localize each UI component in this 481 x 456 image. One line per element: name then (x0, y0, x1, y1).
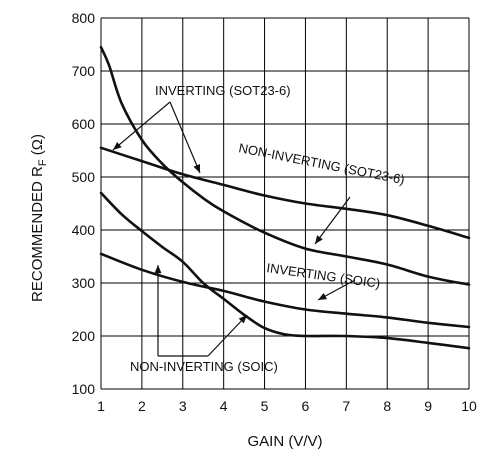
series-line-inverting-soic (99, 252, 471, 329)
arrow-noninverting-soic-right-head (238, 315, 247, 324)
y-tick-label: 700 (72, 63, 96, 79)
arrow-inverting-sot23-right-head (193, 164, 200, 173)
annotation-inverting-sot23: INVERTING (SOT23-6) (155, 83, 291, 98)
y-tick-labels: 100 200 300 400 500 600 700 800 (72, 10, 96, 397)
arrow-noninverting-soic-left-head (154, 265, 162, 274)
y-tick-label: 100 (72, 381, 96, 397)
x-tick-label: 6 (302, 398, 310, 414)
grid (100, 17, 470, 390)
arrow-noninverting-sot23-head (315, 235, 323, 244)
x-tick-label: 2 (138, 398, 146, 414)
x-tick-label: 1 (97, 398, 105, 414)
arrow-inverting-sot23-right (169, 101, 201, 174)
x-tick-label: 5 (261, 398, 269, 414)
x-tick-label: 7 (342, 398, 350, 414)
y-tick-label: 500 (72, 169, 96, 185)
arrow-inverting-sot23-left-head (113, 142, 122, 150)
annotation-inverting-soic: INVERTING (SOIC) (266, 260, 382, 291)
x-tick-label: 10 (461, 398, 477, 414)
x-tick-label: 4 (220, 398, 228, 414)
series-line-noninverting-sot23 (99, 146, 471, 240)
y-tick-label: 400 (72, 222, 96, 238)
y-tick-label: 200 (72, 328, 96, 344)
series-curves (99, 45, 471, 350)
arrow-noninverting-sot23 (314, 196, 351, 245)
annotation-noninverting-sot23: NON-INVERTING (SOT23-6) (237, 140, 406, 187)
y-axis-title: RECOMMENDED RF (Ω) (29, 134, 49, 302)
series-line-noninverting-soic (99, 191, 471, 350)
series-line-inverting-sot23 (99, 45, 471, 286)
x-tick-label: 3 (179, 398, 187, 414)
y-tick-label: 800 (72, 10, 96, 26)
x-tick-label: 9 (424, 398, 432, 414)
arrow-inverting-soic-head (318, 293, 327, 300)
arrow-noninverting-soic-right (207, 314, 248, 357)
x-axis-title: GAIN (V/V) (247, 433, 322, 450)
x-tick-label: 8 (383, 398, 391, 414)
arrow-inverting-sot23-left (112, 101, 171, 151)
y-tick-label: 300 (72, 275, 96, 291)
y-tick-label: 600 (72, 116, 96, 132)
annotation-arrows (112, 101, 356, 357)
annotation-noninverting-soic: NON-INVERTING (SOIC) (130, 359, 278, 374)
x-tick-labels: 1 2 3 4 5 6 7 8 9 10 (97, 398, 477, 414)
